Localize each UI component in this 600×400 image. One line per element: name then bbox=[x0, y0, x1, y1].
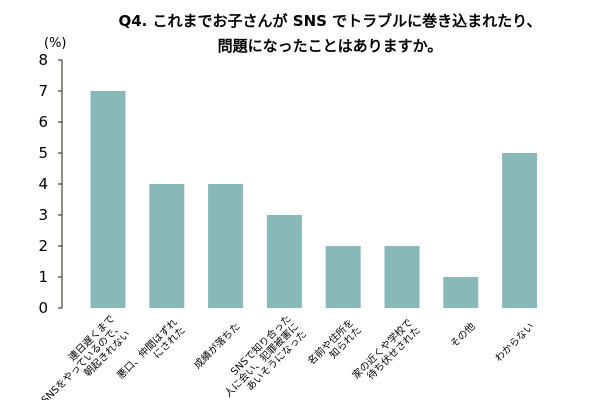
bar bbox=[384, 246, 420, 308]
y-tick-label: 8 bbox=[38, 51, 48, 69]
y-tick-label: 6 bbox=[38, 113, 48, 131]
bar bbox=[90, 91, 126, 308]
y-tick-label: 1 bbox=[38, 268, 48, 286]
y-axis-unit-label: (%) bbox=[44, 36, 67, 51]
category-label-line: その他 bbox=[447, 320, 477, 350]
y-tick-label: 2 bbox=[38, 237, 48, 255]
y-tick-label: 5 bbox=[38, 144, 48, 162]
bar bbox=[266, 215, 302, 308]
bar bbox=[208, 184, 244, 308]
category-label-line: SNSをやっているので、 bbox=[39, 320, 125, 400]
bar bbox=[502, 153, 538, 308]
category-label: その他 bbox=[447, 320, 477, 350]
bar bbox=[149, 184, 185, 308]
chart-title-line-2: 問題になったことはありますか。 bbox=[218, 37, 443, 55]
y-tick-label: 0 bbox=[38, 299, 48, 317]
y-axis: 0 1 2 3 4 5 6 7 8 bbox=[38, 51, 63, 317]
category-label-line: わからない bbox=[493, 320, 537, 364]
chart-title: Q4. これまでお子さんが SNS でトラブルに巻き込まれたり、 問題になったこ… bbox=[118, 12, 541, 55]
y-tick-label: 7 bbox=[38, 82, 48, 100]
y-tick-label: 3 bbox=[38, 206, 48, 224]
category-label: わからない bbox=[493, 320, 537, 364]
chart-title-line-1: Q4. これまでお子さんが SNS でトラブルに巻き込まれたり、 bbox=[118, 12, 541, 30]
bar bbox=[443, 277, 479, 308]
y-tick-label: 4 bbox=[38, 175, 48, 193]
bars bbox=[90, 91, 538, 308]
bar bbox=[325, 246, 361, 308]
